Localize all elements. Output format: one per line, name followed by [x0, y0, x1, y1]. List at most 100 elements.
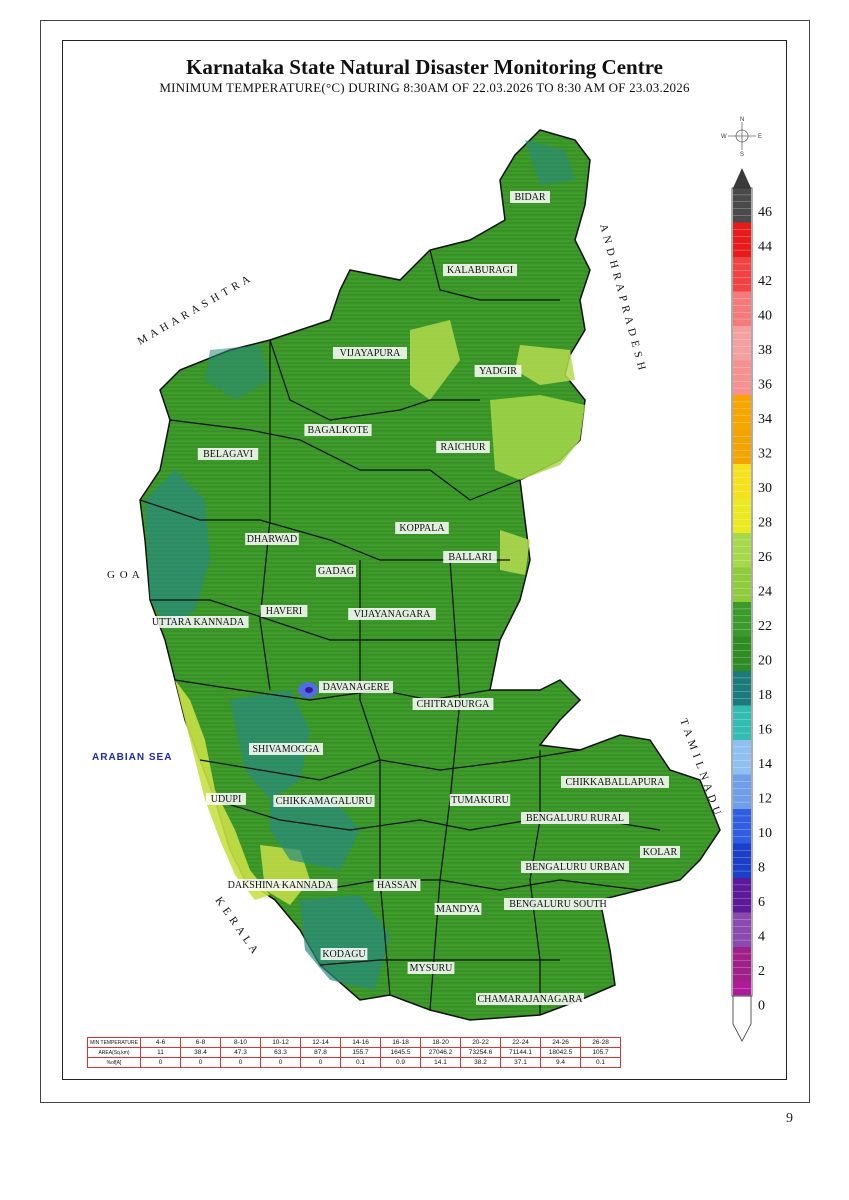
district-label-bg: [222, 879, 338, 891]
district-label-ballari: BALLARI: [448, 552, 491, 563]
yadgir-warm-zone: [515, 345, 575, 385]
district-label-belagavi: BELAGAVI: [203, 449, 253, 460]
district-label-bg: [373, 879, 421, 891]
district-label-bg: [476, 993, 584, 1005]
table-cell: 14-16: [340, 1037, 381, 1048]
legend-band: [733, 498, 751, 533]
legend-band: [733, 740, 751, 775]
legend-band: [733, 809, 751, 844]
legend-border: [731, 187, 753, 997]
davanagere-cold-core: [305, 687, 313, 693]
compass-e: E: [758, 134, 762, 140]
district-label-bg: [412, 698, 494, 710]
legend-band: [733, 429, 751, 464]
table-cell: 71144.1: [500, 1047, 541, 1058]
legend-band: [733, 222, 751, 257]
district-label-bg: [449, 794, 511, 806]
table-cell: 16-18: [380, 1037, 421, 1048]
label-andhra-pradesh: A N D H R A P R A D E S H: [597, 223, 648, 373]
label-goa: G O A: [107, 569, 141, 581]
table-cell: 73254.6: [460, 1047, 501, 1058]
table-cell: 38.2: [460, 1057, 501, 1068]
coastal-warm-zone: [175, 680, 270, 900]
legend-label: 6: [758, 895, 765, 910]
page-title: Karnataka State Natural Disaster Monitor…: [186, 55, 663, 79]
district-label-yadgir: YADGIR: [479, 366, 517, 377]
table-cell: 22-24: [500, 1037, 541, 1048]
belagavi-cool-zone: [205, 345, 270, 400]
table-cell: 12-14: [300, 1037, 341, 1048]
label-arabian-sea: ARABIAN SEA: [92, 752, 172, 763]
district-label-bg: [395, 522, 449, 534]
legend-band: [733, 291, 751, 326]
kalaburagi-warm-zone: [410, 320, 460, 400]
district-label-uttara-kannada: UTTARA KANNADA: [152, 617, 245, 628]
district-label-bg: [197, 448, 259, 460]
table-cell: 0: [140, 1057, 181, 1068]
district-label-shivamogga: SHIVAMOGGA: [252, 744, 320, 755]
legend-band: [733, 257, 751, 292]
district-label-bg: [521, 812, 629, 824]
legend-label: 24: [758, 585, 772, 600]
district-label-raichur: RAICHUR: [440, 442, 485, 453]
district-label-bengaluru-urban: BENGALURU URBAN: [525, 862, 624, 873]
bidar-cool-zone: [525, 140, 575, 185]
district-label-hassan: HASSAN: [377, 880, 417, 891]
district-label-mandya: MANDYA: [436, 904, 481, 915]
table-cell: 8-10: [220, 1037, 261, 1048]
compass-n: N: [740, 117, 744, 123]
table-cell: 38.4: [180, 1047, 221, 1058]
legend-label: 42: [758, 274, 772, 289]
legend-band: [733, 843, 751, 878]
table-cell: 155.7: [340, 1047, 381, 1058]
map-frame: [62, 40, 787, 1080]
legend-label: 22: [758, 619, 772, 634]
district-label-chikkaballapura: CHIKKABALLAPURA: [566, 777, 666, 788]
district-label-bg: [443, 551, 497, 563]
legend-band: [733, 464, 751, 499]
compass-s: S: [740, 152, 744, 158]
legend-band: [733, 326, 751, 361]
table-row: MIN TEMPERATURE 4-6 6-8 8-10 10-12 12-14 14-16…: [87, 1037, 621, 1048]
district-label-kalaburagi: KALABURAGI: [447, 265, 513, 276]
legend-band: [733, 602, 751, 637]
district-label-udupi: UDUPI: [211, 794, 242, 805]
district-label-chitradurga: CHITRADURGA: [417, 699, 491, 710]
district-label-bg: [521, 861, 629, 873]
legend-label: 36: [758, 378, 772, 393]
label-kerala: K E R A L A: [213, 895, 261, 957]
legend-label: 32: [758, 447, 772, 462]
table-cell: 0: [220, 1057, 261, 1068]
district-label-bg: [561, 776, 669, 788]
legend-band: [733, 395, 751, 430]
district-label-bg: [147, 616, 249, 628]
district-label-bg: [510, 191, 550, 203]
table-cell: 0: [260, 1057, 301, 1068]
legend-label: 28: [758, 516, 772, 531]
table-cell: 1645.5: [380, 1047, 421, 1058]
legend-label: 12: [758, 792, 772, 807]
district-label-bg: [348, 608, 436, 620]
district-label-bg: [245, 533, 299, 545]
district-label-bg: [304, 424, 372, 436]
legend-band: [733, 912, 751, 947]
table-cell: 11: [140, 1047, 181, 1058]
ballari-warm-zone: [500, 530, 530, 575]
table-cell: 18-20: [420, 1037, 461, 1048]
legend-label: 40: [758, 309, 772, 324]
district-label-kodagu: KODAGU: [322, 949, 366, 960]
district-label-bengaluru-south: BENGALURU SOUTH: [509, 899, 607, 910]
legend-band: [733, 188, 751, 223]
legend-label: 38: [758, 343, 772, 358]
legend-label: 30: [758, 481, 772, 496]
table-cell: 47.3: [220, 1047, 261, 1058]
table-cell: 14.1: [420, 1057, 461, 1068]
table-cell: 105.7: [580, 1047, 621, 1058]
temperature-legend: 4644424038363432302826242220181614121086…: [731, 168, 772, 1042]
district-label-davanagere: DAVANAGERE: [323, 682, 390, 693]
district-label-bg: [273, 795, 375, 807]
table-cell: 18042.5: [540, 1047, 581, 1058]
row-header: AREA(Sq.km): [87, 1047, 141, 1058]
table-cell: 20-22: [460, 1037, 501, 1048]
